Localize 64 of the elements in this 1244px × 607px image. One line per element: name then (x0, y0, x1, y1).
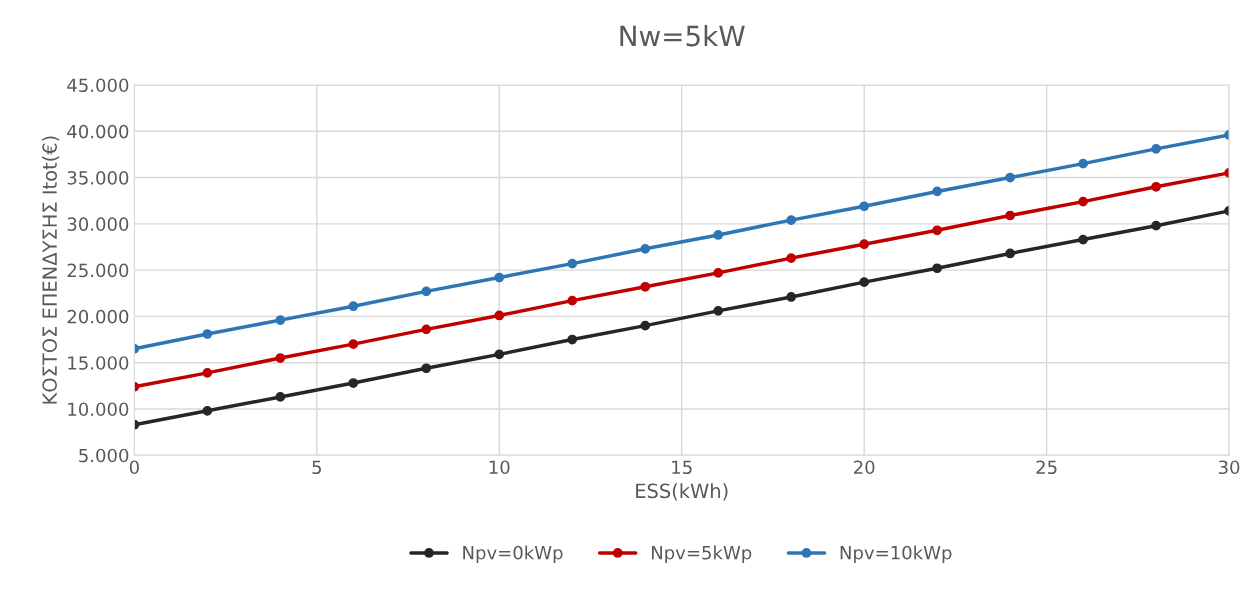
point (494, 349, 505, 360)
point (348, 301, 359, 312)
x-tick-label: 25 (1036, 460, 1057, 475)
point (859, 277, 870, 288)
point (494, 272, 505, 283)
point (932, 263, 943, 274)
x-tick-label: 30 (1218, 460, 1240, 475)
y-tick-label: 5.000 (79, 448, 129, 463)
point (1005, 172, 1015, 183)
point (202, 329, 213, 339)
point (859, 201, 870, 212)
x-axis-title: ESS(kWh) (636, 483, 728, 501)
point (348, 339, 359, 350)
point (348, 378, 359, 388)
legend-label: Npv=10kWp (840, 545, 952, 564)
point (786, 292, 797, 302)
point (275, 315, 286, 325)
point (932, 225, 943, 236)
point (567, 258, 578, 269)
point (713, 230, 724, 240)
point (202, 368, 213, 378)
x-tick-label: 0 (129, 460, 139, 475)
point (786, 253, 797, 263)
point (421, 324, 432, 335)
point (859, 239, 870, 250)
y-tick-label: 10.000 (68, 402, 129, 417)
point (713, 268, 724, 278)
point (640, 243, 651, 254)
point (567, 295, 578, 306)
point (1151, 143, 1161, 154)
y-tick-label: 20.000 (67, 309, 129, 324)
y-axis-title: ΚΟΣΤΟΣ ΕΠΕΝΔΥΣΗΣ Itot(€) (41, 136, 60, 404)
y-tick-label: 15.000 (68, 356, 129, 370)
point (202, 405, 213, 416)
point (1005, 248, 1015, 259)
point (275, 353, 286, 363)
x-tick-label: 10 (489, 460, 510, 475)
x-tick-label: 5 (312, 460, 321, 475)
point (1078, 234, 1088, 245)
chart-title: Nw=5kW (620, 24, 745, 47)
point (567, 334, 578, 345)
point (1151, 181, 1161, 192)
y-tick-label: 25.000 (67, 263, 129, 278)
point (640, 281, 651, 292)
x-tick-label: 15 (672, 460, 692, 475)
point (1078, 196, 1088, 207)
x-tick-label: 20 (854, 460, 875, 475)
y-tick-label: 35.000 (67, 171, 129, 185)
point (640, 320, 651, 331)
point (932, 186, 943, 197)
y-tick-label: 45.000 (67, 78, 129, 93)
point (421, 286, 432, 297)
point (1005, 210, 1015, 221)
point (1078, 158, 1088, 169)
y-tick-label: 30.000 (67, 217, 129, 231)
legend-label: Npv=5kWp (652, 545, 752, 564)
point (275, 392, 286, 402)
point (494, 310, 505, 321)
point (786, 215, 797, 225)
point (713, 305, 724, 316)
point (421, 363, 432, 374)
legend-label: Npv=0kWp (463, 545, 563, 564)
y-tick-label: 40.000 (67, 124, 129, 139)
point (1151, 220, 1161, 231)
